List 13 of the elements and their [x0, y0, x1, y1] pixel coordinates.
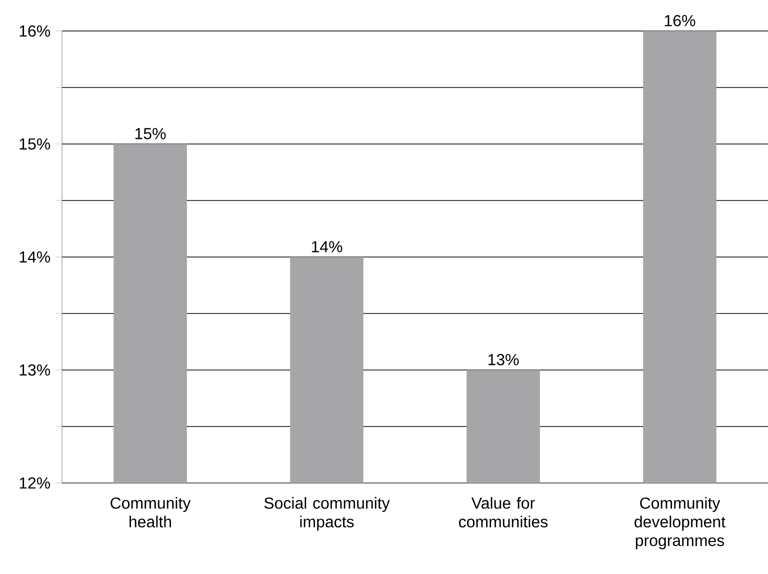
data-label: 15%: [135, 128, 166, 140]
x-tick-label: Community health: [110, 497, 191, 528]
y-tick-label: 15%: [20, 138, 50, 150]
y-tick-label: 14%: [20, 251, 50, 263]
data-label: 16%: [664, 14, 696, 26]
x-tick-label: Social community impacts: [264, 497, 390, 531]
x-tick-label: Community development programmes: [634, 497, 726, 550]
data-label: 13%: [488, 354, 519, 366]
y-tick-label: 12%: [20, 477, 50, 489]
x-tick-label: Value for communities: [459, 497, 548, 528]
y-tick-label: 13%: [20, 364, 50, 376]
y-tick-label: 16%: [20, 25, 50, 37]
data-label: 14%: [312, 241, 342, 252]
